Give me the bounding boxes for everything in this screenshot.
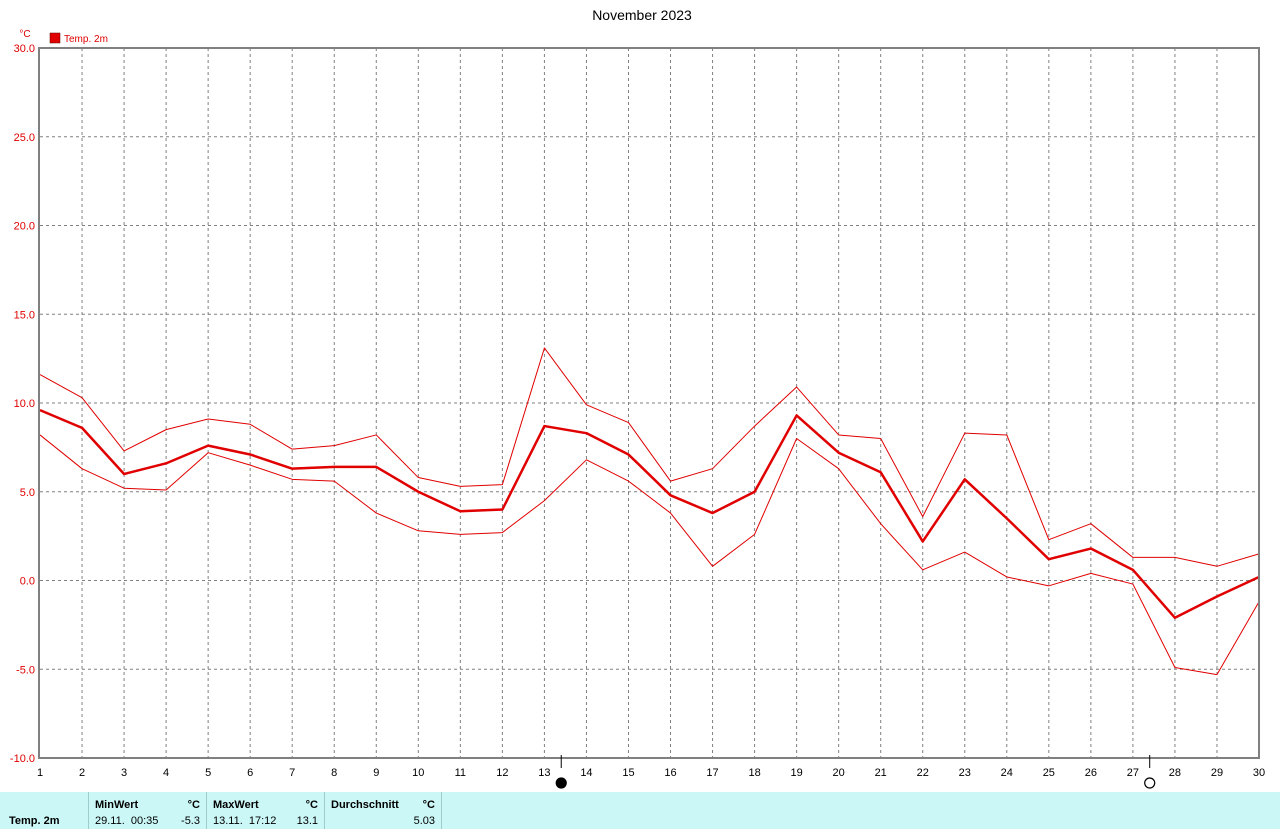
avg-header: Durchschnitt (331, 799, 399, 811)
x-tick-label: 7 (289, 767, 295, 779)
x-tick-label: 20 (833, 767, 845, 779)
x-tick-label: 3 (121, 767, 127, 779)
x-tick-label: 30 (1253, 767, 1265, 779)
series-lines (39, 347, 1260, 676)
x-tick-label: 24 (1001, 767, 1013, 779)
series-line-max (39, 347, 1260, 567)
x-tick-label: 27 (1127, 767, 1139, 779)
max-time: 13.11. 17:12 (213, 815, 277, 827)
series-line-mean (39, 408, 1260, 620)
x-tick-label: 6 (247, 767, 253, 779)
y-tick-label: -5.0 (16, 664, 35, 676)
legend-label: Temp. 2m (64, 34, 108, 45)
stats-series-cell: Temp. 2m (0, 792, 88, 829)
x-tick-label: 16 (664, 767, 676, 779)
y-tick-label: 20.0 (14, 221, 35, 233)
x-tick-label: 10 (412, 767, 424, 779)
x-tick-label: 23 (959, 767, 971, 779)
x-tick-label: 18 (748, 767, 760, 779)
x-tick-label: 22 (917, 767, 929, 779)
plot-frame (38, 47, 1260, 759)
x-tick-label: 19 (790, 767, 802, 779)
x-tick-label: 13 (538, 767, 550, 779)
avg-value: 5.03 (413, 815, 435, 827)
y-tick-label: 25.0 (14, 132, 35, 144)
x-tick-label: 15 (622, 767, 634, 779)
chart-title: November 2023 (592, 7, 692, 23)
stats-min-cell: MinWert °C 29.11. 00:35 -5.3 (88, 792, 206, 829)
x-tick-label: 29 (1211, 767, 1223, 779)
moon-phase-markers (555, 755, 1156, 789)
x-tick-label: 1 (37, 767, 43, 779)
legend-swatch (49, 32, 61, 44)
y-tick-label: 10.0 (14, 398, 35, 410)
x-tick-labels: 1 2 3 4 5 6 7 8 9 10 11 12 13 14 15 16 17 18 19 20 21 22 23 24 2… (37, 767, 1265, 779)
x-tick-label: 28 (1169, 767, 1181, 779)
max-unit: °C (305, 799, 318, 811)
statistics-table: Temp. 2m MinWert °C 29.11. 00:35 -5.3 Ma… (0, 792, 1280, 829)
y-tick-label: 30.0 (14, 43, 35, 55)
y-axis-unit: °C (19, 29, 30, 40)
avg-unit: °C (422, 799, 435, 811)
y-tick-label: 15.0 (14, 309, 35, 321)
min-unit: °C (187, 799, 200, 811)
x-tick-label: 8 (331, 767, 337, 779)
series-line-min (39, 434, 1260, 676)
x-tick-label: 26 (1085, 767, 1097, 779)
x-tick-label: 21 (875, 767, 887, 779)
new-moon-icon (555, 777, 567, 789)
temperature-chart: November 2023 °C Temp. 2m 30.025.020.015… (10, 7, 1265, 789)
x-tick-label: 12 (496, 767, 508, 779)
x-tick-label: 17 (706, 767, 718, 779)
min-header: MinWert (95, 799, 139, 811)
min-time: 29.11. 00:35 (95, 815, 159, 827)
y-tick-labels: 30.0 25.0 20.0 15.0 10.0 5.0 0.0 -5.0 -10.0 (10, 43, 35, 765)
y-tick-label: 5.0 (20, 487, 35, 499)
max-header: MaxWert (213, 799, 259, 811)
max-value: 13.1 (296, 815, 318, 827)
x-tick-label: 11 (455, 767, 466, 779)
full-moon-icon (1144, 777, 1156, 789)
stats-series-label: Temp. 2m (9, 815, 60, 827)
stats-avg-cell: Durchschnitt °C 5.03 (324, 792, 442, 829)
x-tick-label: 9 (373, 767, 379, 779)
y-tick-label: -10.0 (10, 753, 35, 765)
y-tick-label: 0.0 (20, 576, 35, 588)
min-value: -5.3 (181, 815, 200, 827)
x-tick-label: 2 (79, 767, 85, 779)
x-tick-label: 14 (580, 767, 592, 779)
x-tick-label: 25 (1043, 767, 1055, 779)
x-tick-label: 4 (163, 767, 169, 779)
stats-max-cell: MaxWert °C 13.11. 17:12 13.1 (206, 792, 324, 829)
x-tick-label: 5 (205, 767, 211, 779)
grid (40, 48, 1259, 758)
